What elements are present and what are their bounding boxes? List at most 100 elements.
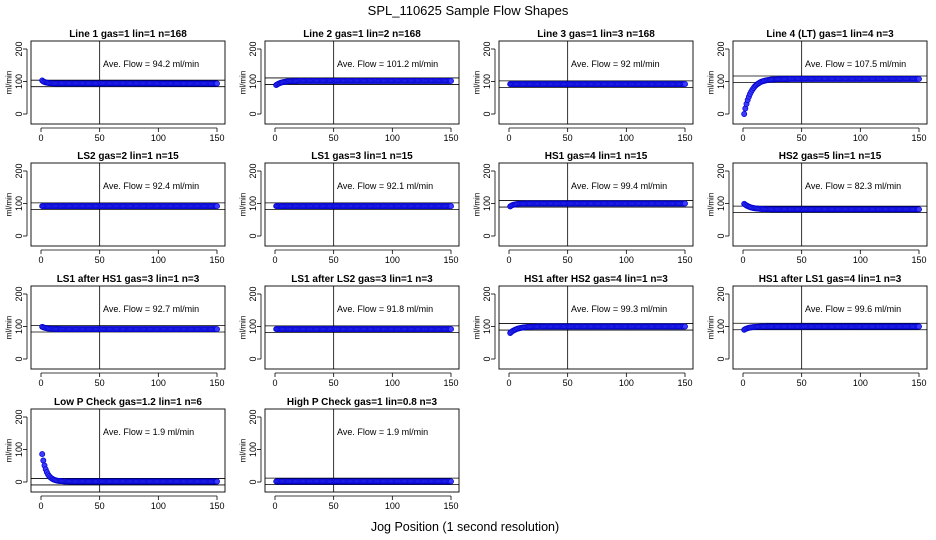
y-axis-label: ml/min [5, 439, 14, 463]
x-tick-label: 50 [329, 378, 339, 388]
x-tick-label: 150 [443, 501, 458, 511]
y-tick-label: 100 [248, 196, 258, 211]
data-point [682, 323, 688, 330]
data-point [741, 111, 748, 117]
panel-title: HS1 gas=4 lin=1 n=15 [545, 151, 648, 162]
panel-10: LS1 after LS2 gas=3 lin=1 n=3 Ave. Flow =… [239, 274, 460, 388]
x-tick-label: 150 [911, 255, 926, 265]
y-axis-label: ml/min [239, 439, 248, 463]
x-tick-label: 50 [95, 255, 105, 265]
average-flow-annotation: Ave. Flow = 107.5 ml/min [805, 59, 906, 69]
data-point [214, 203, 220, 210]
x-tick-label: 0 [38, 255, 43, 265]
average-flow-annotation: Ave. Flow = 92 ml/min [571, 59, 660, 69]
x-tick-label: 50 [329, 255, 339, 265]
y-tick-label: 100 [248, 319, 258, 334]
panel-title: Line 4 (LT) gas=1 lin=4 n=3 [766, 29, 894, 40]
x-tick-label: 0 [272, 255, 277, 265]
y-tick-label: 100 [716, 319, 726, 334]
average-flow-annotation: Ave. Flow = 82.3 ml/min [805, 181, 901, 191]
y-axis-label: ml/min [473, 71, 482, 95]
x-tick-label: 50 [563, 133, 573, 143]
data-point [448, 203, 454, 210]
panel-4: Line 4 (LT) gas=1 lin=4 n=3 Ave. Flow = 1… [707, 29, 928, 143]
data-points [741, 323, 922, 333]
x-tick-label: 150 [677, 255, 692, 265]
y-tick-label: 200 [248, 41, 258, 56]
y-tick-label: 200 [14, 409, 24, 424]
x-tick-label: 0 [740, 378, 745, 388]
x-tick-label: 100 [385, 255, 400, 265]
x-tick-label: 100 [385, 501, 400, 511]
y-tick-label: 100 [482, 196, 492, 211]
y-axis-label: ml/min [239, 71, 248, 95]
data-point [39, 451, 46, 458]
x-tick-label: 0 [506, 133, 511, 143]
data-points [273, 203, 454, 210]
y-tick-label: 200 [14, 163, 24, 178]
x-tick-label: 150 [209, 501, 224, 511]
x-tick-label: 0 [506, 255, 511, 265]
y-tick-label: 0 [482, 233, 492, 238]
y-tick-label: 0 [14, 479, 24, 484]
panel-frame [498, 40, 694, 125]
y-axis-label: ml/min [473, 316, 482, 340]
x-tick-label: 100 [151, 501, 166, 511]
y-tick-label: 0 [14, 111, 24, 116]
x-tick-label: 0 [272, 133, 277, 143]
average-flow-annotation: Ave. Flow = 91.8 ml/min [337, 304, 433, 314]
panel-1: Line 1 gas=1 lin=1 n=168 Ave. Flow = 94.2… [5, 29, 226, 143]
x-tick-label: 50 [563, 255, 573, 265]
y-tick-label: 0 [14, 233, 24, 238]
panel-frame [264, 162, 460, 247]
x-tick-label: 150 [443, 133, 458, 143]
x-tick-label: 50 [329, 133, 339, 143]
figure-title: SPL_110625 Sample Flow Shapes [368, 3, 569, 18]
data-points [39, 203, 220, 210]
panel-9: LS1 after HS1 gas=3 lin=1 n=3 Ave. Flow =… [5, 274, 226, 388]
average-flow-annotation: Ave. Flow = 1.9 ml/min [337, 427, 428, 437]
y-tick-label: 0 [716, 356, 726, 361]
x-tick-label: 50 [95, 133, 105, 143]
panel-title: Line 1 gas=1 lin=1 n=168 [69, 29, 187, 40]
y-tick-label: 0 [14, 356, 24, 361]
panel-title: Low P Check gas=1.2 lin=1 n=6 [54, 397, 202, 408]
y-tick-label: 100 [14, 442, 24, 457]
panel-14: High P Check gas=1 lin=0.8 n=3 Ave. Flow … [239, 397, 460, 511]
x-tick-label: 0 [272, 378, 277, 388]
y-axis-label: ml/min [239, 316, 248, 340]
x-tick-label: 50 [329, 501, 339, 511]
data-point [448, 478, 454, 485]
y-axis-label: ml/min [473, 193, 482, 217]
panel-frame [264, 408, 460, 493]
y-tick-label: 200 [248, 409, 258, 424]
panel-title: LS2 gas=2 lin=1 n=15 [77, 151, 179, 162]
x-tick-label: 150 [443, 255, 458, 265]
panel-frame [732, 162, 928, 247]
x-tick-label: 100 [853, 255, 868, 265]
panel-7: HS1 gas=4 lin=1 n=15 Ave. Flow = 99.4 ml/… [473, 151, 694, 265]
panels-group: Line 1 gas=1 lin=1 n=168 Ave. Flow = 94.2… [5, 29, 928, 511]
x-tick-label: 100 [151, 255, 166, 265]
panel-5: LS2 gas=2 lin=1 n=15 Ave. Flow = 92.4 ml/… [5, 151, 226, 265]
panel-frame [264, 40, 460, 125]
data-point [448, 326, 454, 333]
x-tick-label: 100 [853, 378, 868, 388]
x-tick-label: 100 [151, 378, 166, 388]
data-point [214, 326, 220, 333]
panel-11: HS1 after HS2 gas=4 lin=1 n=3 Ave. Flow =… [473, 274, 694, 388]
data-points [741, 75, 922, 117]
average-flow-annotation: Ave. Flow = 1.9 ml/min [103, 427, 194, 437]
x-tick-label: 0 [740, 133, 745, 143]
x-tick-label: 100 [853, 133, 868, 143]
y-axis-label: ml/min [707, 316, 716, 340]
data-points [507, 81, 688, 88]
data-points [273, 326, 454, 333]
x-tick-label: 50 [95, 501, 105, 511]
panel-frame [498, 285, 694, 370]
data-point [916, 206, 922, 213]
data-point [916, 323, 922, 330]
y-tick-label: 200 [248, 163, 258, 178]
x-tick-label: 100 [151, 133, 166, 143]
average-flow-annotation: Ave. Flow = 92.1 ml/min [337, 181, 433, 191]
